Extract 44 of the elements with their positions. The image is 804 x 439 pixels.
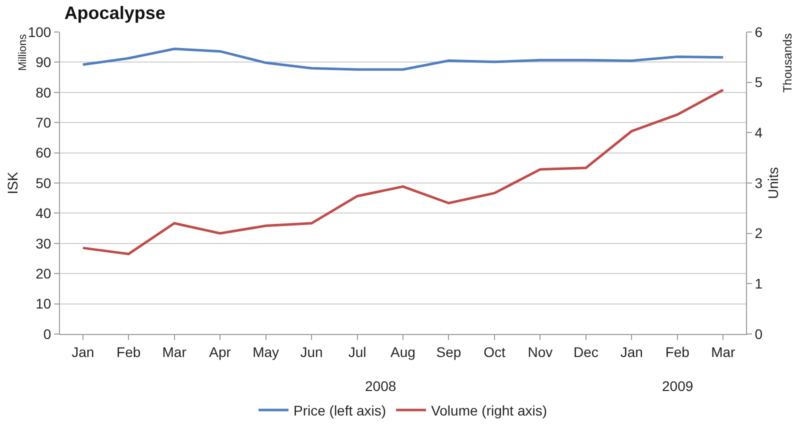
x-tick-label: Aug: [390, 344, 416, 360]
text: Thousands: [780, 33, 795, 93]
y-tick-label: 30: [36, 235, 52, 252]
x-tick-label: Jul: [348, 344, 366, 360]
text: 2009: [662, 378, 694, 394]
y-tick-label: 50: [36, 174, 52, 191]
y-tick-label: 0: [43, 326, 52, 342]
y2-tick-label: 0: [754, 326, 763, 342]
x-tick-label: Mar: [711, 344, 736, 360]
x-tick-label: Sep: [436, 344, 462, 360]
y2-tick-label: 1: [754, 276, 763, 292]
line-series: [82, 88, 724, 256]
chart-title: Apocalypse: [64, 3, 166, 24]
y-tick-label: 40: [36, 205, 52, 222]
x-tick-label: May: [252, 344, 280, 360]
line-series: [82, 48, 724, 71]
y-tick-label: 10: [36, 296, 52, 312]
x-tick-label: Feb: [116, 344, 141, 360]
x-tick-label: Dec: [573, 344, 598, 360]
x-tick-label: Jan: [72, 344, 94, 360]
y-tick-label: 60: [36, 144, 52, 161]
x-tick-label: Mar: [162, 344, 187, 360]
y2-tick-label: 2: [754, 225, 763, 242]
text: Millions: [16, 34, 29, 71]
y-axis-title: ISK: [4, 171, 20, 194]
x-tick-label: Jan: [620, 344, 643, 360]
y2-tick-label: 3: [754, 174, 763, 191]
y-tick-label: 20: [36, 266, 52, 282]
legend-label: Price (left axis): [294, 402, 386, 418]
x-tick-label: Jun: [300, 344, 323, 360]
x-tick-label: Feb: [665, 344, 690, 360]
text: 2008: [365, 378, 396, 394]
y-tick-label: 70: [36, 114, 52, 130]
x-tick-label: Oct: [484, 344, 506, 360]
x-tick-label: Nov: [528, 344, 553, 360]
x-tick-label: Apr: [209, 344, 232, 360]
y-tick-label: 100: [28, 24, 52, 40]
y2-tick-label: 6: [754, 24, 763, 40]
y-tick-label: 90: [36, 54, 52, 70]
y2-tick-label: 5: [754, 74, 763, 90]
legend-label: Volume (right axis): [431, 402, 548, 418]
y2-tick-label: 4: [754, 124, 763, 141]
y-tick-label: 80: [36, 84, 52, 100]
y2-axis-title: Units: [765, 167, 782, 199]
